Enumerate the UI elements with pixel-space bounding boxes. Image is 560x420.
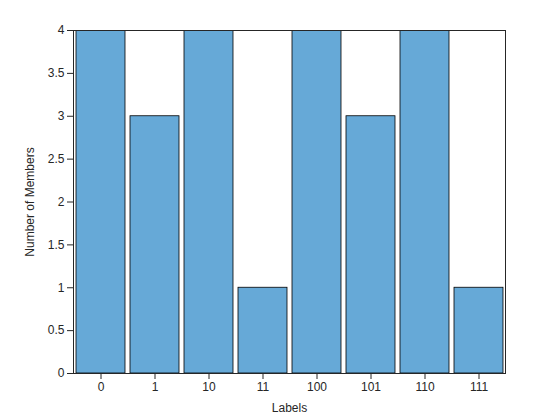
svg-text:1.5: 1.5 bbox=[48, 238, 65, 252]
svg-text:0: 0 bbox=[98, 380, 105, 394]
svg-text:100: 100 bbox=[307, 380, 327, 394]
svg-text:3.5: 3.5 bbox=[48, 66, 65, 80]
svg-text:111: 111 bbox=[470, 380, 489, 394]
svg-text:4: 4 bbox=[58, 23, 65, 37]
svg-text:Labels: Labels bbox=[272, 401, 307, 415]
svg-text:1: 1 bbox=[152, 380, 159, 394]
svg-text:10: 10 bbox=[202, 380, 216, 394]
svg-text:110: 110 bbox=[415, 380, 434, 394]
svg-text:101: 101 bbox=[361, 380, 381, 394]
svg-text:Number of Members: Number of Members bbox=[23, 147, 37, 256]
svg-text:11: 11 bbox=[257, 380, 270, 394]
svg-text:0.5: 0.5 bbox=[48, 323, 65, 337]
svg-text:2: 2 bbox=[58, 195, 65, 209]
svg-text:3: 3 bbox=[58, 109, 65, 123]
svg-text:0: 0 bbox=[58, 366, 65, 380]
svg-text:1: 1 bbox=[58, 281, 65, 295]
svg-text:2.5: 2.5 bbox=[48, 152, 65, 166]
